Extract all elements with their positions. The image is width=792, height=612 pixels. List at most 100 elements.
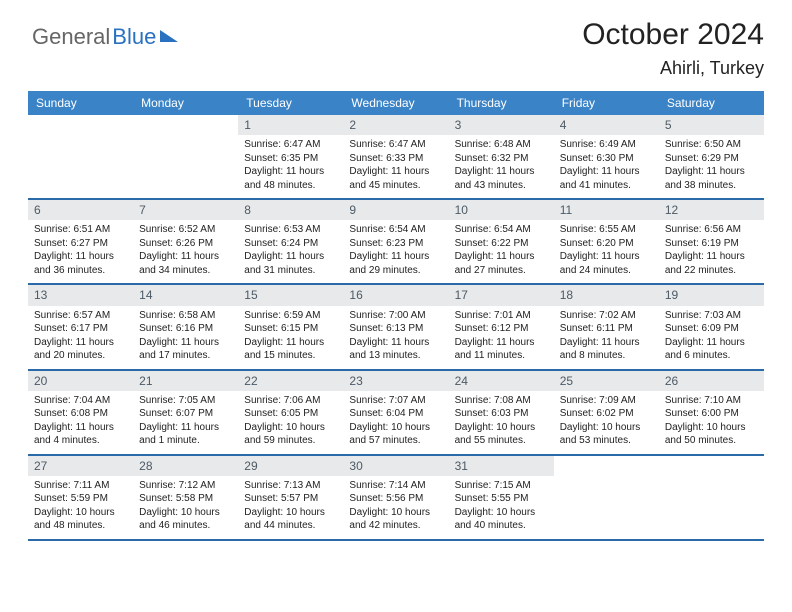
daylight-line: Daylight: 11 hours [455, 250, 548, 264]
sunset-line: Sunset: 6:26 PM [139, 237, 232, 251]
day-body: Sunrise: 6:51 AMSunset: 6:27 PMDaylight:… [28, 220, 133, 283]
daylight-line: and 15 minutes. [244, 349, 337, 363]
sunset-line: Sunset: 6:33 PM [349, 152, 442, 166]
sunset-line: Sunset: 6:15 PM [244, 322, 337, 336]
day-cell: 8Sunrise: 6:53 AMSunset: 6:24 PMDaylight… [238, 200, 343, 283]
sunrise-line: Sunrise: 6:47 AM [244, 138, 337, 152]
daylight-line: Daylight: 11 hours [455, 165, 548, 179]
brand-logo: GeneralBlue [28, 18, 178, 50]
day-body: Sunrise: 6:54 AMSunset: 6:22 PMDaylight:… [449, 220, 554, 283]
week-row: 20Sunrise: 7:04 AMSunset: 6:08 PMDayligh… [28, 371, 764, 456]
day-body: Sunrise: 6:59 AMSunset: 6:15 PMDaylight:… [238, 306, 343, 369]
sunrise-line: Sunrise: 6:57 AM [34, 309, 127, 323]
day-number: 15 [238, 285, 343, 305]
daylight-line: and 22 minutes. [665, 264, 758, 278]
location-label: Ahirli, Turkey [582, 58, 764, 79]
sunset-line: Sunset: 6:20 PM [560, 237, 653, 251]
daylight-line: Daylight: 10 hours [244, 506, 337, 520]
day-number: 20 [28, 371, 133, 391]
day-body: Sunrise: 7:14 AMSunset: 5:56 PMDaylight:… [343, 476, 448, 539]
sunrise-line: Sunrise: 6:58 AM [139, 309, 232, 323]
sunrise-line: Sunrise: 6:59 AM [244, 309, 337, 323]
daylight-line: and 57 minutes. [349, 434, 442, 448]
daylight-line: and 11 minutes. [455, 349, 548, 363]
dayname-thursday: Thursday [449, 91, 554, 115]
sunset-line: Sunset: 6:16 PM [139, 322, 232, 336]
daylight-line: and 8 minutes. [560, 349, 653, 363]
day-cell: 3Sunrise: 6:48 AMSunset: 6:32 PMDaylight… [449, 115, 554, 198]
day-number: 30 [343, 456, 448, 476]
daylight-line: and 55 minutes. [455, 434, 548, 448]
daylight-line: and 1 minute. [139, 434, 232, 448]
day-number: 28 [133, 456, 238, 476]
sunrise-line: Sunrise: 7:13 AM [244, 479, 337, 493]
day-body: Sunrise: 7:10 AMSunset: 6:00 PMDaylight:… [659, 391, 764, 454]
sunset-line: Sunset: 6:12 PM [455, 322, 548, 336]
day-cell: 16Sunrise: 7:00 AMSunset: 6:13 PMDayligh… [343, 285, 448, 368]
sunset-line: Sunset: 5:58 PM [139, 492, 232, 506]
sunrise-line: Sunrise: 7:08 AM [455, 394, 548, 408]
daylight-line: and 59 minutes. [244, 434, 337, 448]
brand-part1: General [32, 24, 110, 50]
day-cell: 12Sunrise: 6:56 AMSunset: 6:19 PMDayligh… [659, 200, 764, 283]
daylight-line: and 43 minutes. [455, 179, 548, 193]
sunrise-line: Sunrise: 7:15 AM [455, 479, 548, 493]
day-body: Sunrise: 6:53 AMSunset: 6:24 PMDaylight:… [238, 220, 343, 283]
day-cell: 11Sunrise: 6:55 AMSunset: 6:20 PMDayligh… [554, 200, 659, 283]
sunrise-line: Sunrise: 6:49 AM [560, 138, 653, 152]
sunrise-line: Sunrise: 7:03 AM [665, 309, 758, 323]
day-number: 22 [238, 371, 343, 391]
day-cell: 30Sunrise: 7:14 AMSunset: 5:56 PMDayligh… [343, 456, 448, 539]
sunset-line: Sunset: 6:19 PM [665, 237, 758, 251]
day-cell [554, 456, 659, 539]
day-body: Sunrise: 7:15 AMSunset: 5:55 PMDaylight:… [449, 476, 554, 539]
day-number: 21 [133, 371, 238, 391]
daylight-line: and 34 minutes. [139, 264, 232, 278]
sunset-line: Sunset: 6:27 PM [34, 237, 127, 251]
daylight-line: Daylight: 11 hours [665, 336, 758, 350]
day-number: 2 [343, 115, 448, 135]
sunrise-line: Sunrise: 7:00 AM [349, 309, 442, 323]
day-cell: 10Sunrise: 6:54 AMSunset: 6:22 PMDayligh… [449, 200, 554, 283]
day-cell: 5Sunrise: 6:50 AMSunset: 6:29 PMDaylight… [659, 115, 764, 198]
daylight-line: and 46 minutes. [139, 519, 232, 533]
sunrise-line: Sunrise: 7:04 AM [34, 394, 127, 408]
week-row: 6Sunrise: 6:51 AMSunset: 6:27 PMDaylight… [28, 200, 764, 285]
day-number: 9 [343, 200, 448, 220]
day-body: Sunrise: 7:13 AMSunset: 5:57 PMDaylight:… [238, 476, 343, 539]
daylight-line: Daylight: 11 hours [139, 336, 232, 350]
sunrise-line: Sunrise: 6:47 AM [349, 138, 442, 152]
sunrise-line: Sunrise: 6:52 AM [139, 223, 232, 237]
daylight-line: Daylight: 11 hours [244, 336, 337, 350]
daylight-line: and 27 minutes. [455, 264, 548, 278]
daylight-line: Daylight: 11 hours [34, 336, 127, 350]
day-number: 1 [238, 115, 343, 135]
sunrise-line: Sunrise: 6:50 AM [665, 138, 758, 152]
daylight-line: and 17 minutes. [139, 349, 232, 363]
sunrise-line: Sunrise: 7:11 AM [34, 479, 127, 493]
day-body: Sunrise: 6:48 AMSunset: 6:32 PMDaylight:… [449, 135, 554, 198]
day-cell: 2Sunrise: 6:47 AMSunset: 6:33 PMDaylight… [343, 115, 448, 198]
sunrise-line: Sunrise: 6:54 AM [349, 223, 442, 237]
sunrise-line: Sunrise: 7:09 AM [560, 394, 653, 408]
day-body [659, 460, 764, 469]
dayname-tuesday: Tuesday [238, 91, 343, 115]
day-number: 13 [28, 285, 133, 305]
sunset-line: Sunset: 6:17 PM [34, 322, 127, 336]
day-body: Sunrise: 7:11 AMSunset: 5:59 PMDaylight:… [28, 476, 133, 539]
sunset-line: Sunset: 6:22 PM [455, 237, 548, 251]
day-number: 5 [659, 115, 764, 135]
weeks-container: 1Sunrise: 6:47 AMSunset: 6:35 PMDaylight… [28, 115, 764, 541]
daylight-line: and 38 minutes. [665, 179, 758, 193]
day-body: Sunrise: 6:49 AMSunset: 6:30 PMDaylight:… [554, 135, 659, 198]
day-cell [659, 456, 764, 539]
day-number: 3 [449, 115, 554, 135]
daylight-line: and 48 minutes. [34, 519, 127, 533]
sunset-line: Sunset: 6:09 PM [665, 322, 758, 336]
sunrise-line: Sunrise: 7:02 AM [560, 309, 653, 323]
day-number: 18 [554, 285, 659, 305]
sunset-line: Sunset: 5:59 PM [34, 492, 127, 506]
day-cell: 25Sunrise: 7:09 AMSunset: 6:02 PMDayligh… [554, 371, 659, 454]
sunrise-line: Sunrise: 7:07 AM [349, 394, 442, 408]
sunset-line: Sunset: 6:00 PM [665, 407, 758, 421]
